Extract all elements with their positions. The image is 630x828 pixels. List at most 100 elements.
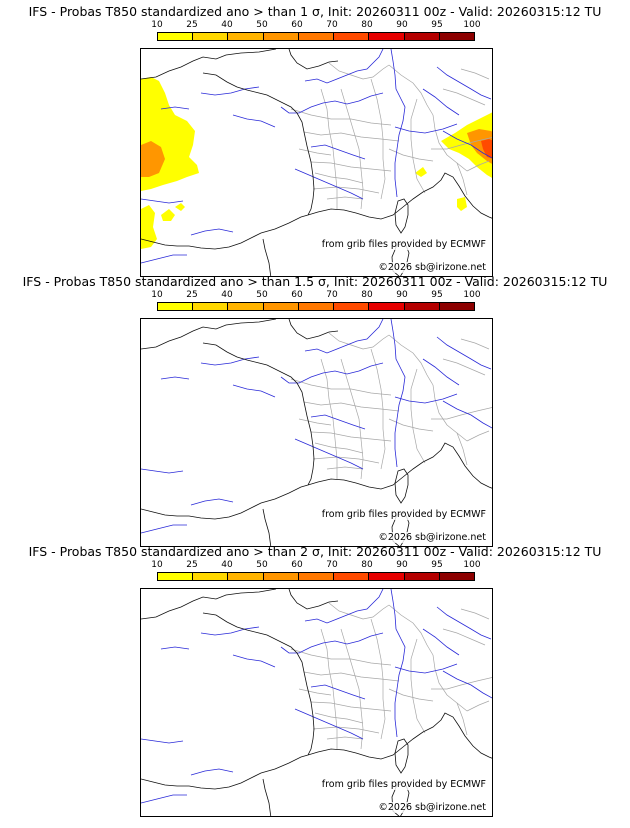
- colorbar-tick-label: 60: [291, 290, 303, 300]
- region-border: [456, 162, 468, 196]
- river: [394, 663, 458, 674]
- colorbar-segment: [334, 573, 370, 580]
- colorbar-tick-label: 10: [151, 560, 163, 570]
- region-border: [442, 88, 486, 106]
- colorbar-tick-label: 95: [431, 20, 443, 30]
- colorbar-segment: [404, 573, 440, 580]
- river: [294, 438, 364, 470]
- probability-area-50-60: [467, 129, 492, 164]
- source-credit: from grib files provided by ECMWF: [320, 239, 487, 250]
- region-border: [410, 638, 426, 734]
- river: [190, 498, 234, 506]
- region-border: [456, 702, 468, 736]
- colorbar: [157, 32, 475, 41]
- river: [141, 468, 184, 474]
- map-svg: [141, 49, 492, 276]
- source-credit: from grib files provided by ECMWF: [320, 779, 487, 790]
- colorbar-segment: [158, 33, 194, 40]
- panel-title: IFS - Probas T850 standardized ano > tha…: [22, 274, 608, 289]
- region-border: [388, 334, 434, 386]
- river: [390, 319, 406, 468]
- region-border: [326, 736, 364, 740]
- region-border: [466, 160, 490, 172]
- colorbar-tick-label: 25: [186, 20, 198, 30]
- colorbar-segment: [334, 303, 370, 310]
- region-border: [442, 628, 486, 646]
- river: [442, 400, 492, 429]
- river: [141, 738, 184, 744]
- region-border: [466, 430, 490, 442]
- colorbar-tick-label: 100: [463, 290, 481, 300]
- colorbar-segment: [263, 573, 299, 580]
- colorbar-tick-label: 25: [186, 290, 198, 300]
- region-border: [320, 358, 338, 479]
- coastline: [141, 49, 492, 276]
- colorbar-segment: [298, 33, 335, 40]
- probability-map: from grib files provided by ECMWF ©2026 …: [140, 588, 493, 817]
- probability-area-50-60: [141, 141, 165, 177]
- copyright: ©2026 sb@irizone.net: [377, 262, 487, 273]
- colorbar-segment: [228, 573, 264, 580]
- river: [200, 86, 260, 96]
- region-border: [312, 186, 380, 194]
- river: [141, 254, 187, 264]
- colorbar-tick-label: 10: [151, 290, 163, 300]
- probability-area-70-80: [481, 139, 492, 159]
- region-border: [388, 418, 434, 432]
- coastline: [141, 589, 492, 816]
- colorbar-tick-label: 40: [221, 20, 233, 30]
- river: [422, 88, 460, 116]
- colorbar-segment: [228, 303, 264, 310]
- region-border: [298, 418, 332, 426]
- region-border: [326, 196, 364, 200]
- region-border: [460, 68, 490, 80]
- colorbar: [157, 572, 475, 581]
- probability-area-10-25: [415, 167, 427, 177]
- river: [390, 589, 406, 738]
- colorbar-segment: [298, 303, 335, 310]
- map-panel-1: IFS - Probas T850 standardized ano > tha…: [0, 0, 630, 277]
- river: [394, 123, 458, 134]
- river: [294, 708, 364, 740]
- copyright: ©2026 sb@irizone.net: [377, 532, 487, 543]
- probability-map: from grib files provided by ECMWF ©2026 …: [140, 48, 493, 277]
- colorbar-segment: [439, 573, 474, 580]
- colorbar-ticks: 10 25 40 50 60 70 80 90 95 100: [140, 560, 490, 572]
- river: [422, 628, 460, 656]
- region-border: [314, 442, 364, 454]
- river: [394, 393, 458, 404]
- colorbar-tick-label: 90: [396, 290, 408, 300]
- river: [160, 646, 190, 650]
- river: [141, 524, 187, 534]
- colorbar-tick-label: 40: [221, 290, 233, 300]
- river: [190, 228, 234, 236]
- river: [436, 606, 492, 640]
- region-border: [312, 726, 380, 734]
- colorbar-segment: [193, 33, 229, 40]
- colorbar-segment: [158, 303, 194, 310]
- map-svg: [141, 319, 492, 546]
- colorbar-segment: [298, 573, 335, 580]
- colorbar-tick-label: 90: [396, 560, 408, 570]
- river: [310, 684, 366, 700]
- river: [442, 130, 492, 159]
- colorbar-tick-label: 50: [256, 290, 268, 300]
- region-border: [370, 78, 386, 200]
- copyright: ©2026 sb@irizone.net: [377, 802, 487, 813]
- corsica-coastline: [394, 738, 409, 774]
- river: [422, 358, 460, 386]
- region-border: [431, 407, 492, 420]
- region-border: [466, 700, 490, 712]
- corsica-coastline: [394, 468, 409, 504]
- colorbar-segment: [404, 303, 440, 310]
- probability-area-10-25: [457, 197, 467, 211]
- colorbar-tick-label: 40: [221, 560, 233, 570]
- region-border: [326, 466, 364, 470]
- river: [304, 49, 384, 84]
- colorbar-segment: [369, 573, 405, 580]
- river: [141, 198, 184, 204]
- panel-title: IFS - Probas T850 standardized ano > tha…: [28, 544, 602, 559]
- colorbar-tick-label: 70: [326, 560, 338, 570]
- colorbar-tick-label: 60: [291, 560, 303, 570]
- region-border: [290, 108, 392, 126]
